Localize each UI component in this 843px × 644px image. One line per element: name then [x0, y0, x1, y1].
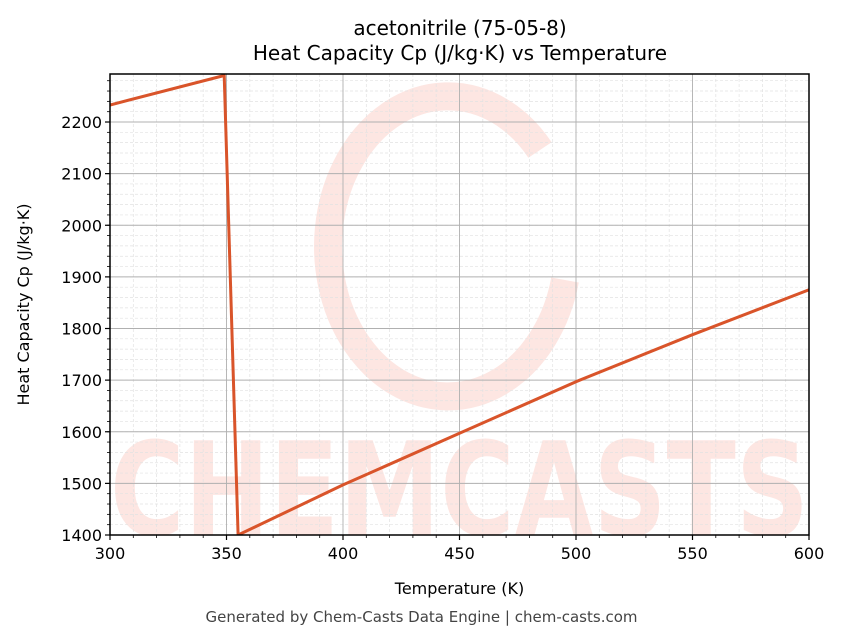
x-tick-label: 400: [328, 544, 359, 563]
x-tick-label: 350: [211, 544, 242, 563]
y-tick-label: 1500: [61, 474, 102, 493]
y-axis-label: Heat Capacity Cp (J/kg·K): [14, 203, 33, 405]
x-tick-label: 550: [677, 544, 708, 563]
y-tick-label: 1600: [61, 423, 102, 442]
x-tick-label: 300: [95, 544, 126, 563]
y-tick-label: 1800: [61, 320, 102, 339]
y-tick-label: 2200: [61, 113, 102, 132]
x-tick-label: 500: [561, 544, 592, 563]
x-tick-label: 450: [444, 544, 475, 563]
x-tick-label: 600: [794, 544, 825, 563]
data-line-cp: [110, 74, 809, 535]
x-axis-label: Temperature (K): [394, 579, 524, 598]
y-tick-label: 2000: [61, 216, 102, 235]
footer-credit: Generated by Chem-Casts Data Engine | ch…: [205, 608, 638, 626]
y-tick-label: 1900: [61, 268, 102, 287]
chart-title-line2: Heat Capacity Cp (J/kg·K) vs Temperature: [252, 41, 668, 65]
chart-title-line1: acetonitrile (75-05-8): [353, 16, 567, 40]
y-tick-label: 2100: [61, 165, 102, 184]
y-tick-label: 1700: [61, 371, 102, 390]
y-tick-label: 1400: [61, 526, 102, 545]
